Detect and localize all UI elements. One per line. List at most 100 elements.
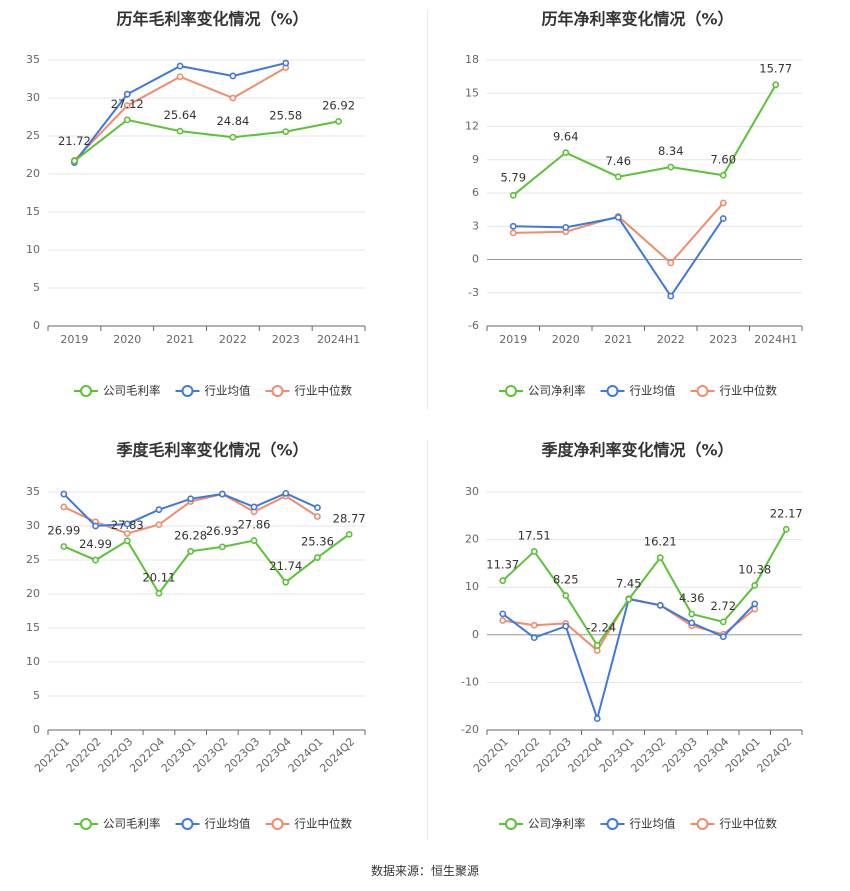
data-point [751, 581, 759, 589]
legend-item-label[interactable]: 公司净利率 [528, 384, 586, 398]
data-label: 17.51 [518, 528, 551, 542]
y-tick-label: -10 [461, 675, 479, 688]
data-point [123, 537, 131, 545]
data-label: 27.83 [111, 518, 144, 532]
y-tick-label: 10 [26, 243, 40, 256]
legend-marker[interactable] [696, 385, 709, 397]
x-tick-label: 2019 [60, 333, 88, 346]
data-point [123, 530, 131, 537]
y-tick-label: 10 [465, 580, 479, 593]
data-point [593, 715, 601, 722]
data-label: -2.24 [586, 620, 616, 634]
data-point [772, 81, 780, 89]
data-label: 25.36 [301, 535, 334, 549]
quarterly-gross-margin-svg: 季度毛利率变化情况（%）051015202530352022Q12022Q220… [26, 441, 366, 831]
data-point [782, 525, 790, 533]
legend-item-label[interactable]: 行业中位数 [720, 384, 778, 398]
legend-marker[interactable] [181, 385, 194, 397]
y-tick-label: 0 [472, 628, 479, 641]
data-point [176, 73, 184, 81]
panel-divider [427, 10, 428, 410]
y-tick-label: -6 [468, 319, 479, 332]
data-point [218, 490, 226, 498]
data-point [71, 157, 78, 165]
legend-item-label[interactable]: 行业均值 [205, 817, 251, 831]
data-label: 7.60 [710, 152, 736, 166]
x-tick-label: 2020 [552, 333, 580, 346]
y-tick-label: 15 [26, 621, 40, 634]
series-line [513, 202, 725, 265]
annual-net-margin-svg: 历年净利率变化情况（%） -6 -3 0 3 6 9 12 15 18 2019 2020 2021 20… [465, 10, 803, 398]
data-label: 24.99 [79, 537, 112, 551]
legend-item-label[interactable]: 行业中位数 [720, 817, 778, 831]
y-tick-label: 10 [26, 655, 40, 668]
y-tick-label: 20 [26, 587, 40, 600]
data-label: 25.64 [164, 108, 197, 122]
y-tick-label: 0 [472, 253, 479, 266]
data-label: 26.93 [206, 524, 239, 538]
x-tick-label: 2020 [113, 333, 141, 346]
y-tick-label: 35 [26, 53, 40, 66]
data-point [92, 522, 99, 530]
series-line [63, 533, 350, 596]
legend-marker[interactable] [505, 385, 517, 397]
legend-marker[interactable] [271, 385, 284, 397]
legend-item-label[interactable]: 行业中位数 [295, 384, 353, 398]
data-point [123, 116, 131, 124]
data-point [751, 605, 759, 613]
y-tick-label: 0 [33, 319, 40, 332]
data-point [499, 577, 507, 585]
data-point [509, 191, 517, 199]
data-label: 15.77 [759, 62, 792, 76]
y-tick-label: 9 [472, 153, 479, 166]
data-point [229, 94, 237, 102]
data-point [719, 215, 727, 222]
legend-marker[interactable] [181, 818, 194, 830]
legend-marker[interactable] [80, 385, 92, 397]
data-point [314, 554, 321, 561]
data-label: 28.77 [333, 511, 366, 525]
data-point [60, 543, 68, 550]
data-point [688, 610, 696, 618]
legend-item-label[interactable]: 行业均值 [630, 817, 676, 831]
legend-item-label[interactable]: 行业均值 [630, 384, 676, 398]
data-label: 7.46 [605, 154, 631, 168]
data-point [92, 556, 99, 564]
data-point [530, 634, 538, 642]
chart-title: 历年净利率变化情况（%） [541, 10, 733, 29]
x-tick-label: 2022 [657, 333, 685, 346]
series-line [512, 84, 777, 197]
legend-item-label[interactable]: 公司净利率 [528, 817, 586, 831]
x-tick-label: 2021 [166, 333, 194, 346]
legend-item-label[interactable]: 公司毛利率 [103, 384, 161, 398]
y-tick-label: 20 [26, 167, 40, 180]
data-point [688, 619, 696, 627]
data-point [123, 520, 131, 528]
data-label: 4.36 [679, 591, 705, 605]
data-point [229, 133, 237, 141]
legend-marker[interactable] [80, 818, 92, 830]
legend-item-label[interactable]: 公司毛利率 [103, 817, 161, 831]
legend-item-label[interactable]: 行业均值 [205, 384, 251, 398]
y-tick-label: 6 [472, 186, 479, 199]
data-label: 26.28 [174, 528, 207, 542]
data-point [656, 601, 664, 609]
data-point [562, 223, 570, 231]
y-tick-label: 25 [26, 129, 40, 142]
y-tick-label: 25 [26, 553, 40, 566]
data-point [123, 102, 131, 109]
y-tick-label: 35 [26, 485, 40, 498]
legend-marker[interactable] [606, 818, 619, 830]
legend-marker[interactable] [271, 818, 284, 830]
y-tick-label: 12 [465, 120, 479, 133]
data-label: 21.72 [58, 134, 91, 148]
legend-marker[interactable] [606, 385, 619, 397]
legend-marker[interactable] [505, 818, 517, 830]
quarterly-net-margin-chart: 季度净利率变化情况（%） -20 -10 0 10 20 30 2022Q1 2022Q2 202… [425, 432, 850, 862]
legend-marker[interactable] [696, 818, 709, 830]
y-tick-label: 30 [26, 91, 40, 104]
data-point [562, 592, 570, 599]
legend-item-label[interactable]: 行业中位数 [295, 817, 353, 831]
x-tick-label: 2022 [219, 333, 247, 346]
data-point [187, 495, 195, 503]
